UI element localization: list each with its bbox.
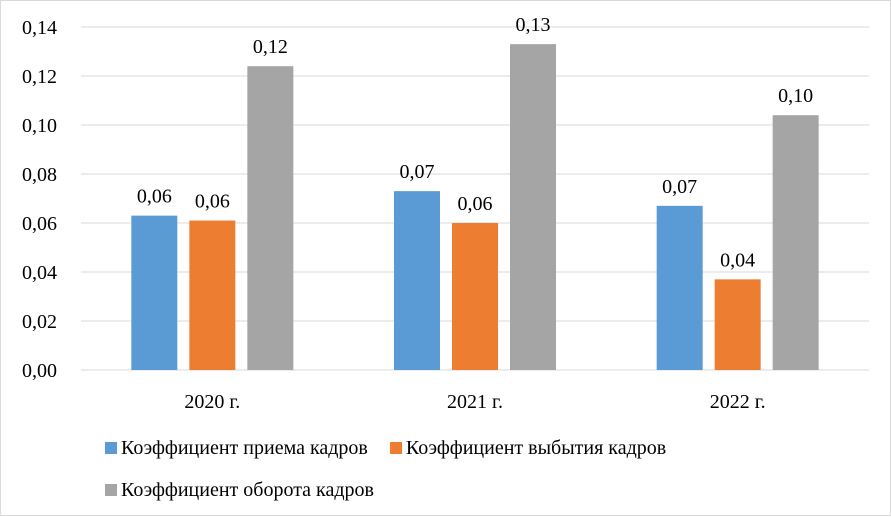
y-tick-label: 0,14 bbox=[22, 17, 57, 39]
bar bbox=[247, 66, 294, 370]
bar bbox=[394, 191, 440, 370]
bar bbox=[772, 115, 819, 370]
legend-row-1: Коэффициент приема кадров Коэффициент вы… bbox=[105, 433, 865, 463]
legend-swatch-turnover bbox=[105, 484, 117, 496]
data-label: 0,07 bbox=[662, 176, 697, 198]
bar-chart: 0,00 0,02 0,04 0,06 0,08 0,10 0,12 0,14 0,06 0,06… bbox=[22, 14, 869, 413]
y-tick-label: 0,02 bbox=[22, 311, 57, 333]
x-tick-label: 2020 г. bbox=[184, 391, 240, 413]
legend-swatch-hire bbox=[105, 442, 117, 454]
bar bbox=[189, 220, 236, 370]
data-label: 0,04 bbox=[720, 249, 755, 271]
legend-label-hire: Коэффициент приема кадров bbox=[121, 436, 368, 459]
bar bbox=[452, 223, 498, 370]
y-tick-label: 0,04 bbox=[22, 262, 57, 284]
bar bbox=[510, 44, 556, 371]
x-tick-label: 2022 г. bbox=[710, 391, 766, 413]
bar bbox=[131, 215, 178, 370]
data-label: 0,10 bbox=[778, 85, 813, 107]
legend-swatch-leave bbox=[389, 442, 402, 454]
legend-item-hire: Коэффициент приема кадров bbox=[105, 437, 368, 460]
data-label: 0,13 bbox=[516, 14, 551, 36]
legend-item-turnover: Коэффициент оборота кадров bbox=[105, 479, 374, 502]
y-tick-label: 0,12 bbox=[22, 66, 57, 88]
data-label: 0,12 bbox=[253, 36, 288, 58]
x-tick-label: 2021 г. bbox=[447, 391, 503, 413]
y-tick-label: 0,00 bbox=[22, 360, 57, 382]
data-label: 0,06 bbox=[458, 193, 493, 215]
legend-label-leave: Коэффициент выбытия кадров bbox=[405, 436, 667, 459]
y-tick-label: 0,06 bbox=[22, 213, 57, 235]
bar bbox=[714, 279, 761, 370]
data-label: 0,06 bbox=[195, 191, 230, 213]
data-label: 0,06 bbox=[137, 186, 172, 208]
legend-item-leave: Коэффициент выбытия кадров bbox=[389, 436, 667, 460]
bar bbox=[656, 205, 703, 370]
data-label: 0,07 bbox=[400, 161, 435, 183]
legend-row-2: Коэффициент оборота кадров bbox=[105, 475, 865, 505]
y-tick-label: 0,10 bbox=[22, 115, 57, 137]
legend-label-turnover: Коэффициент оборота кадров bbox=[121, 478, 374, 501]
legend: Коэффициент приема кадров Коэффициент вы… bbox=[105, 433, 865, 517]
y-tick-label: 0,08 bbox=[22, 164, 57, 186]
